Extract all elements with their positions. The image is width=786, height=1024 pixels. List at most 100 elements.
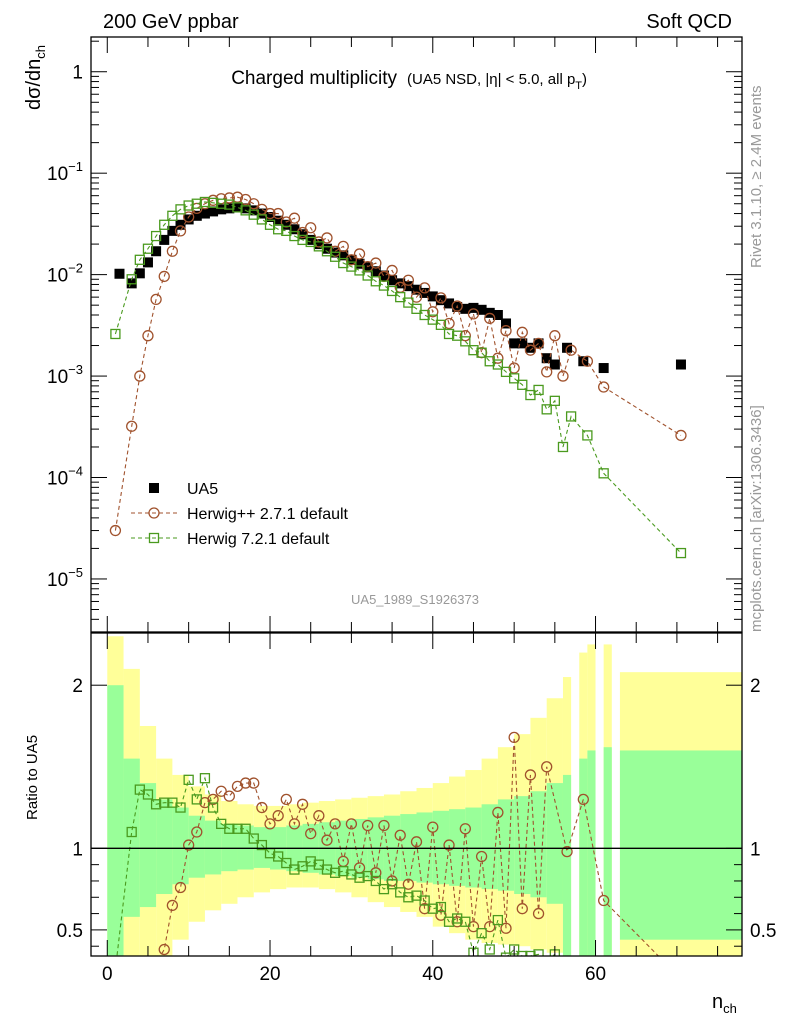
band-inner-bin: [449, 809, 466, 886]
analysis-id-label: UA5_1989_S1926373: [351, 592, 479, 607]
band-inner-bin: [139, 783, 157, 908]
ratio-point-0: [459, 823, 471, 835]
main-point-1: [459, 330, 471, 342]
main-point-1: [166, 245, 179, 257]
band-inner-bin: [465, 807, 482, 888]
ratio-point-1: [419, 895, 430, 906]
main-point-0: [151, 246, 162, 257]
main-y-tick-exp: −4: [68, 464, 83, 479]
main-point-2: [411, 303, 422, 314]
ratio-point-0: [370, 867, 382, 879]
main-point-1: [484, 312, 496, 325]
ratio-point-1: [435, 901, 447, 913]
main-point-1: [329, 245, 341, 257]
band-inner-bin: [237, 825, 254, 870]
main-point-0: [387, 275, 398, 286]
main-point-2: [175, 204, 186, 215]
main-point-0: [395, 278, 406, 289]
ratio-point-0: [321, 834, 333, 846]
main-point-0: [492, 309, 503, 320]
ratio-y-tick-label-right: 2: [750, 676, 761, 697]
main-point-2: [443, 328, 455, 340]
ratio-point-0: [256, 801, 268, 814]
main-series-layer: [109, 191, 687, 559]
main-frame: [90, 36, 743, 633]
main-point-0: [313, 239, 324, 250]
main-point-0: [362, 262, 373, 273]
x-axis-label: nch: [712, 991, 737, 1016]
ratio-point-0: [239, 777, 252, 789]
main-point-1: [174, 225, 187, 237]
main-point-1: [443, 317, 455, 330]
ratio-point-0: [508, 731, 520, 744]
main-point-1: [508, 362, 520, 374]
main-point-1: [467, 308, 480, 320]
header-right-label: Soft QCD: [646, 11, 732, 33]
main-point-0: [578, 356, 589, 367]
main-point-0: [403, 281, 414, 292]
ratio-point-0: [418, 903, 431, 915]
x-tick-label: 0: [102, 964, 113, 985]
main-point-1: [321, 232, 333, 244]
main-point-2: [468, 345, 479, 356]
band-inner-bin: [546, 783, 563, 904]
main-point-1: [500, 325, 512, 337]
main-point-2: [484, 356, 495, 367]
main-y-tick-exp: −2: [68, 261, 83, 276]
main-point-1: [126, 420, 138, 432]
main-point-2: [338, 257, 349, 269]
ratio-point-0: [215, 785, 227, 797]
main-point-2: [199, 196, 211, 208]
main-point-2: [557, 441, 569, 453]
ratio-point-0: [223, 790, 235, 802]
ratio-point-0: [158, 943, 170, 956]
main-point-0: [533, 338, 544, 349]
main-y-tick-label: 10−5: [47, 565, 83, 591]
ratio-point-0: [207, 793, 219, 806]
ratio-y-tick-label-right: 0.5: [750, 921, 776, 942]
main-point-1: [288, 212, 301, 224]
main-y-tick-base: 10: [47, 266, 68, 287]
legend-marker: [148, 532, 160, 544]
main-point-2: [167, 210, 178, 221]
main-point-2: [134, 254, 145, 265]
ratio-point-1: [183, 774, 194, 785]
ratio-point-1: [142, 789, 154, 800]
legend-marker: [148, 507, 160, 519]
main-point-1: [345, 254, 358, 266]
main-point-2: [183, 200, 194, 211]
main-point-2: [378, 280, 390, 291]
band-inner-bin: [497, 799, 515, 891]
ratio-point-1: [273, 851, 284, 862]
main-point-2: [321, 246, 333, 257]
main-point-1: [451, 300, 463, 312]
ratio-point-0: [394, 829, 406, 841]
main-point-0: [232, 202, 243, 213]
band-inner-bin: [619, 750, 742, 940]
main-series-line-2: [114, 201, 682, 554]
ratio-point-1: [224, 823, 235, 834]
main-point-2: [273, 224, 284, 235]
main-point-2: [395, 291, 406, 303]
ratio-point-1: [403, 892, 414, 903]
main-point-1: [418, 282, 431, 294]
band-inner-bin: [603, 747, 612, 956]
main-point-2: [346, 261, 357, 272]
main-point-2: [150, 230, 162, 242]
main-point-1: [296, 226, 309, 239]
main-point-2: [224, 199, 235, 210]
main-point-0: [541, 353, 552, 364]
ratio-point-1: [207, 802, 219, 813]
main-y-tick-label: 1: [72, 63, 83, 84]
ratio-point-0: [313, 810, 325, 822]
ratio-point-0: [492, 806, 504, 819]
ratio-point-1: [240, 823, 251, 834]
y-axis-label-main: dσ/dnch: [23, 45, 48, 110]
main-point-0: [175, 219, 186, 230]
ratio-point-1: [541, 955, 552, 956]
ratio-point-1: [256, 839, 268, 851]
band-inner-bin: [221, 823, 238, 872]
ratio-point-0: [475, 850, 488, 863]
band-inner-bin: [123, 758, 140, 917]
main-point-2: [500, 366, 512, 378]
